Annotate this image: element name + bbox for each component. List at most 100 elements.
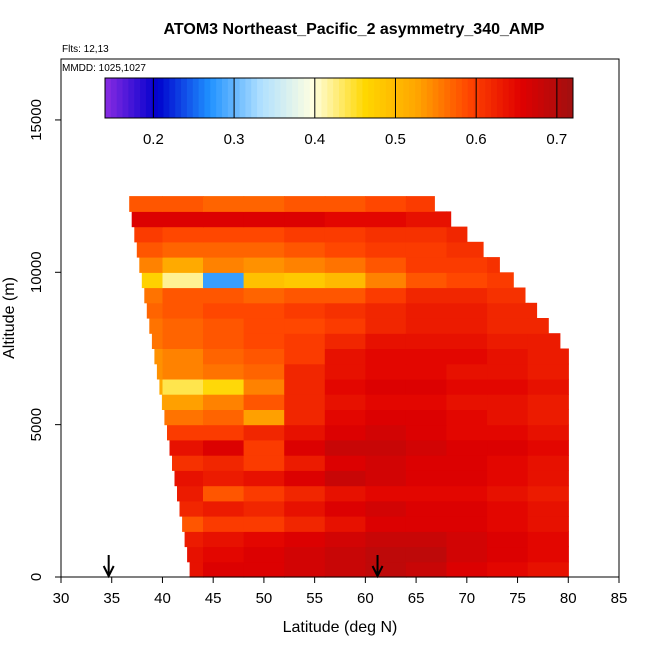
colorbar-segment xyxy=(385,78,393,118)
heatmap-cell xyxy=(324,394,366,410)
heatmap-cell xyxy=(405,378,448,395)
heatmap-cell xyxy=(324,455,366,471)
x-tick-label: 80 xyxy=(560,590,577,607)
heatmap-cell xyxy=(243,561,285,578)
heatmap-cell xyxy=(446,455,488,471)
heatmap-cell xyxy=(177,485,204,502)
heatmap-cell xyxy=(365,348,407,365)
heatmap-cell xyxy=(405,226,448,243)
colorbar-segment xyxy=(251,78,258,118)
colorbar-segment xyxy=(444,78,451,118)
heatmap-cell xyxy=(284,394,326,410)
heatmap-cell xyxy=(324,439,366,456)
colorbar-segment xyxy=(461,78,469,118)
colorbar-segment xyxy=(567,78,574,118)
colorbar-segment xyxy=(198,78,205,118)
heatmap-cell xyxy=(243,348,285,365)
colorbar-segment xyxy=(303,78,311,118)
heatmap-cell xyxy=(284,531,326,548)
heatmap-cell xyxy=(284,378,326,395)
x-tick-label: 85 xyxy=(611,590,628,607)
heatmap-cell xyxy=(162,287,204,304)
colorbar-segment xyxy=(403,78,410,118)
colorbar-segment xyxy=(420,78,428,118)
y-axis: 0 5000 10000 15000 xyxy=(28,99,61,581)
x-axis: 30 35 40 45 50 55 60 65 70 75 80 85 xyxy=(53,576,628,607)
colorbar-segment xyxy=(391,78,398,118)
heatmap-cell xyxy=(203,485,245,502)
heatmap-cell xyxy=(243,439,285,456)
heatmap-cell xyxy=(324,272,366,289)
heatmap-cell xyxy=(365,394,407,410)
heatmap-cell xyxy=(324,470,366,487)
heatmap-cell xyxy=(365,241,407,258)
heatmap-cell xyxy=(527,546,569,563)
heatmap-cell xyxy=(365,455,407,471)
heatmap-cell xyxy=(365,363,407,380)
colorbar-segment xyxy=(181,78,188,118)
heatmap-cell xyxy=(365,272,407,289)
heatmap-cell xyxy=(527,302,538,319)
colorbar-segment xyxy=(473,78,480,118)
heatmap-cell xyxy=(365,196,407,212)
heatmap-cell xyxy=(284,211,326,228)
heatmap-cell xyxy=(527,424,569,441)
heatmap-cell xyxy=(446,333,488,349)
colorbar-segment xyxy=(192,78,200,118)
heatmap-cell xyxy=(162,333,204,349)
colorbar-tick-label: 0.6 xyxy=(466,131,487,148)
heatmap-cell xyxy=(365,378,407,395)
heatmap-cell xyxy=(149,318,163,334)
heatmap-cell xyxy=(405,196,435,212)
heatmap-cell xyxy=(243,546,285,563)
colorbar-segment xyxy=(222,78,229,118)
heatmap-cell xyxy=(487,470,529,487)
colorbar-segment xyxy=(262,78,270,118)
heatmap-cell xyxy=(446,439,488,456)
heatmap-cell xyxy=(527,333,561,349)
colorbar-segment xyxy=(514,78,521,118)
heatmap-cell xyxy=(324,196,366,212)
heatmap-cell xyxy=(203,424,245,441)
heatmap-cell xyxy=(243,424,285,441)
heatmap-cell xyxy=(405,394,448,410)
heatmap-cell xyxy=(324,333,366,349)
colorbar-segment xyxy=(379,78,387,118)
flights-annotation: Flts: 12,13 xyxy=(62,44,109,55)
colorbar-segment xyxy=(374,78,381,118)
heatmap-cell xyxy=(527,439,569,456)
heatmap-cell xyxy=(164,409,204,426)
heatmap-cell xyxy=(203,257,245,273)
colorbar-segment xyxy=(134,78,141,118)
heatmap-cell xyxy=(405,318,448,334)
heatmap-cell xyxy=(487,363,529,380)
heatmap-cell xyxy=(144,287,163,304)
heatmap-cell xyxy=(284,226,326,243)
heatmap-cell xyxy=(527,318,549,334)
heatmap-cell xyxy=(203,409,245,426)
heatmap-cell xyxy=(487,531,529,548)
heatmap-cell xyxy=(243,485,285,502)
heatmap-cell xyxy=(203,455,245,471)
heatmap-cell xyxy=(405,500,448,517)
heatmap-cell xyxy=(365,257,407,273)
heatmap-cell xyxy=(162,318,204,334)
colorbar-segment xyxy=(145,78,153,118)
heatmap-cell xyxy=(446,546,488,563)
heatmap-cell xyxy=(284,241,326,258)
heatmap-cell xyxy=(203,516,245,532)
heatmap-cell xyxy=(203,241,245,258)
heatmap-cell xyxy=(527,409,569,426)
colorbar-segment xyxy=(268,78,276,118)
heatmap-cell xyxy=(405,363,448,380)
colorbar-segment xyxy=(450,78,457,118)
x-tick-label: 30 xyxy=(53,590,70,607)
heatmap-cell xyxy=(189,561,204,578)
heatmap-cell xyxy=(243,211,285,228)
heatmap-cell xyxy=(487,500,529,517)
colorbar-segment xyxy=(362,78,369,118)
x-tick-label: 45 xyxy=(205,590,222,607)
heatmap-cells xyxy=(129,196,569,578)
heatmap-cell xyxy=(446,485,488,502)
